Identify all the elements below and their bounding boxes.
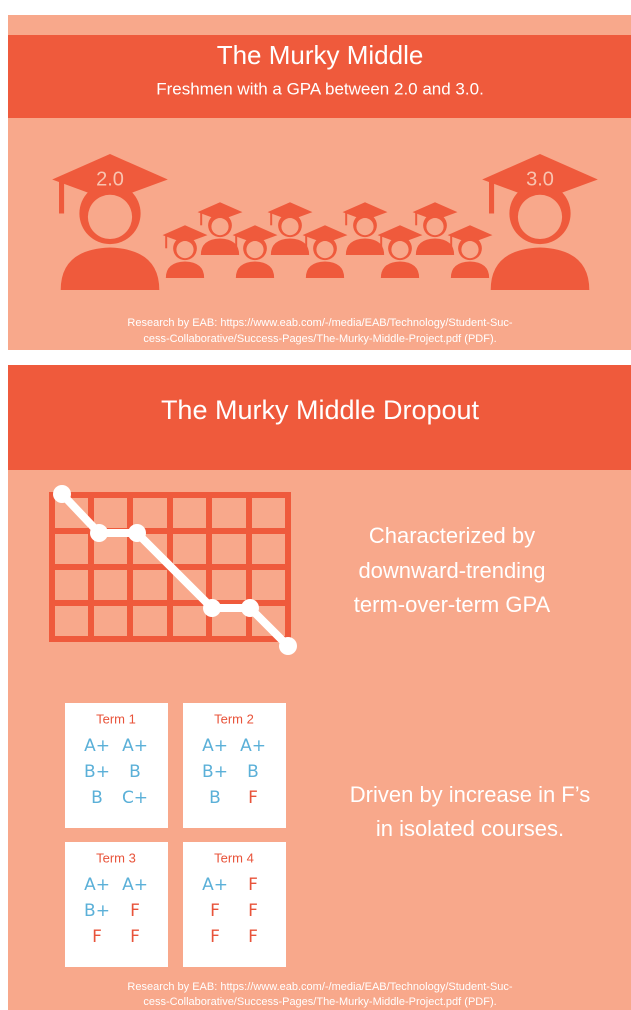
- term-title: Term 3: [96, 850, 136, 865]
- source: cess-Collaborative/Success-Pages/The-Mur…: [143, 996, 496, 1008]
- grade: A+: [84, 875, 110, 895]
- grade: F: [248, 875, 258, 895]
- grade: A+: [240, 736, 266, 756]
- title: The Murky Middle Dropout: [161, 395, 480, 425]
- grade: F: [130, 901, 140, 921]
- grade: B+: [84, 762, 110, 782]
- tassel: [165, 235, 167, 248]
- icon-label: 3.0: [526, 168, 554, 190]
- face: [281, 218, 298, 235]
- grade: B: [209, 788, 221, 808]
- grade: F: [248, 927, 258, 947]
- face: [211, 218, 228, 235]
- tassel: [270, 212, 272, 225]
- face: [176, 241, 193, 258]
- face: [426, 218, 443, 235]
- term-title: Term 1: [96, 711, 136, 726]
- face: [391, 241, 408, 258]
- term-title: Term 4: [214, 850, 254, 865]
- source: Research by EAB: https://www.eab.com/-/m…: [127, 981, 513, 993]
- grade: A+: [84, 736, 110, 756]
- grade: A+: [202, 736, 228, 756]
- grade: B+: [202, 762, 228, 782]
- tassel: [305, 235, 307, 248]
- grade: F: [92, 927, 102, 947]
- face: [88, 195, 132, 239]
- title: The Murky Middle: [217, 40, 424, 70]
- trend-text: Characterized by: [369, 523, 535, 548]
- trend-text: downward-trending: [358, 558, 545, 583]
- face: [356, 218, 373, 235]
- tassel: [200, 212, 202, 225]
- source: cess-Collaborative/Success-Pages/The-Mur…: [143, 333, 496, 345]
- grade: F: [248, 901, 258, 921]
- grade: A+: [122, 875, 148, 895]
- icon-label: 2.0: [96, 168, 124, 190]
- subtitle: Freshmen with a GPA between 2.0 and 3.0.: [156, 79, 484, 98]
- grade: A+: [122, 736, 148, 756]
- tassel: [59, 180, 64, 214]
- f-text: Driven by increase in F’s: [350, 782, 590, 807]
- grade: F: [130, 927, 140, 947]
- f-text: in isolated courses.: [376, 816, 564, 841]
- grade: F: [248, 788, 258, 808]
- tassel: [345, 212, 347, 225]
- face: [316, 241, 333, 258]
- tassel: [235, 235, 237, 248]
- trend-text: term-over-term GPA: [354, 592, 551, 617]
- source: Research by EAB: https://www.eab.com/-/m…: [127, 317, 513, 329]
- tassel: [489, 180, 494, 214]
- grade: B: [91, 788, 103, 808]
- grade: F: [210, 927, 220, 947]
- tassel: [415, 212, 417, 225]
- grade: B: [129, 762, 141, 782]
- term-title: Term 2: [214, 711, 254, 726]
- grade: B+: [84, 901, 110, 921]
- grade: F: [210, 901, 220, 921]
- tassel: [450, 235, 452, 248]
- face: [518, 195, 562, 239]
- infographic: The Murky Middle Freshmen with a GPA bet…: [0, 0, 631, 1010]
- face: [461, 241, 478, 258]
- face: [246, 241, 263, 258]
- tassel: [380, 235, 382, 248]
- grade: B: [247, 762, 259, 782]
- grade: A+: [202, 875, 228, 895]
- grade: C+: [122, 788, 148, 808]
